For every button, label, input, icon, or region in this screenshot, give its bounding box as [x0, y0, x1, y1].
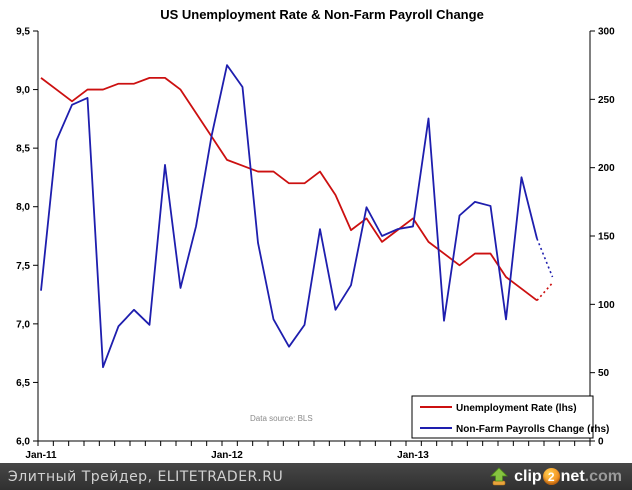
right-axis-tick-label: 200	[598, 163, 615, 174]
left-axis-tick-label: 8,5	[16, 144, 30, 155]
x-axis-year-label: Jan-12	[211, 450, 243, 461]
x-axis-year-label: Jan-11	[25, 450, 57, 461]
right-axis-tick-label: 100	[598, 300, 615, 311]
legend-label-payrolls: Non-Farm Payrolls Change (rhs)	[456, 424, 609, 435]
left-axis-tick-label: 9,0	[16, 85, 30, 96]
clip2net-logo[interactable]: clip 2 net .com	[488, 466, 632, 487]
logo-text-clip: clip	[514, 467, 542, 485]
x-axis-year-label: Jan-13	[397, 450, 429, 461]
left-axis-tick-label: 6,0	[16, 437, 30, 448]
legend-box	[411, 395, 594, 439]
legend: Unemployment Rate (lhs) Non-Farm Payroll…	[411, 395, 609, 439]
series-forecast-unemployment	[536, 282, 554, 301]
series-line-payrolls	[40, 64, 538, 369]
right-axis-ticks: 300 250 200 150 100 50 0	[590, 27, 615, 448]
series-forecast-payrolls	[536, 238, 554, 278]
chart-canvas: US Unemployment Rate & Non-Farm Payroll …	[16, 7, 615, 461]
right-axis-tick-label: 300	[598, 27, 615, 38]
left-axis-tick-label: 8,0	[16, 202, 30, 213]
data-series	[40, 64, 554, 369]
legend-label-unemployment: Unemployment Rate (lhs)	[456, 403, 577, 414]
footer-bar: Элитный Трейдер, ELITETRADER.RU clip 2 n…	[0, 463, 632, 490]
right-axis-tick-label: 0	[598, 437, 604, 448]
axes	[37, 31, 591, 442]
clip2net-arrow-icon	[490, 466, 509, 485]
right-axis-tick-label: 50	[598, 368, 610, 379]
x-axis-labels: Jan-11 Jan-12 Jan-13	[25, 450, 429, 461]
right-axis-tick-label: 250	[598, 95, 615, 106]
left-axis-tick-label: 7,5	[16, 261, 30, 272]
logo-digit-2: 2	[542, 468, 560, 485]
logo-text-com: .com	[584, 467, 622, 485]
logo-text-net: net	[560, 467, 585, 485]
footer-site-text: Элитный Трейдер, ELITETRADER.RU	[8, 468, 284, 485]
right-axis-tick-label: 150	[598, 232, 615, 243]
data-source-note: Data source: BLS	[250, 414, 313, 423]
x-axis-ticks	[37, 441, 591, 446]
left-axis-ticks: 9,5 9,0 8,5 8,0 7,5 7,0 6,5 6,0	[16, 27, 38, 448]
left-axis-tick-label: 7,0	[16, 319, 30, 330]
chart-title: US Unemployment Rate & Non-Farm Payroll …	[160, 7, 484, 22]
series-line-unemployment	[40, 76, 538, 302]
left-axis-tick-label: 6,5	[16, 378, 30, 389]
left-axis-tick-label: 9,5	[16, 27, 30, 38]
